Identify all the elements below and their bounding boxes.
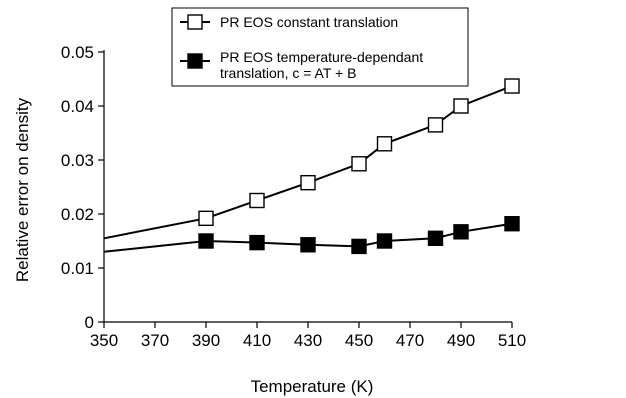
data-point-series-1	[198, 210, 214, 227]
x-tick-label: 390	[192, 331, 220, 350]
data-point-series-1	[427, 117, 444, 133]
data-point-series-2	[376, 233, 393, 249]
legend-entry-1: PR EOS constant translation	[220, 14, 398, 30]
data-point-series-2	[198, 233, 214, 249]
series-line-1	[103, 85, 513, 240]
legend: PR EOS constant translation PR EOS tempe…	[171, 7, 469, 87]
data-point-series-1	[351, 156, 367, 172]
y-tick-label: 0	[85, 313, 94, 332]
data-point-series-1	[300, 174, 316, 191]
data-point-series-2	[351, 238, 367, 255]
x-tick-label: 370	[141, 331, 169, 350]
y-axis-title: Relative error on density	[13, 97, 32, 282]
data-point-series-2	[453, 224, 469, 240]
x-ticks: 350 370 390 410 430 450 470 490 510	[90, 322, 526, 350]
y-tick-label: 0.05	[61, 43, 94, 62]
data-point-series-1	[504, 78, 520, 94]
legend-entry-2-line-1: PR EOS temperature-dependant	[220, 49, 423, 65]
x-tick-label: 450	[345, 331, 373, 350]
legend-marker-2	[187, 53, 203, 69]
x-tick-label: 430	[294, 331, 322, 350]
data-point-series-2	[300, 237, 316, 253]
y-tick-label: 0.02	[61, 205, 94, 224]
x-axis-title: Temperature (K)	[251, 377, 374, 396]
y-tick-label: 0.03	[61, 151, 94, 170]
data-point-series-2	[504, 216, 520, 232]
x-tick-label: 470	[396, 331, 424, 350]
data-point-series-2	[249, 234, 265, 251]
series-layer	[103, 78, 520, 255]
x-tick-label: 410	[243, 331, 271, 350]
data-point-series-1	[249, 192, 265, 209]
x-tick-label: 350	[90, 331, 118, 350]
x-tick-label: 510	[498, 331, 526, 350]
legend-marker-1	[187, 14, 203, 30]
y-tick-label: 0.01	[61, 259, 94, 278]
data-point-series-1	[376, 136, 393, 152]
y-tick-label: 0.04	[61, 97, 94, 116]
legend-entry-2-line-2: translation, c = AT + B	[220, 65, 356, 81]
data-point-series-1	[453, 98, 469, 114]
x-tick-label: 490	[447, 331, 475, 350]
legend-box	[171, 7, 469, 87]
data-point-series-2	[427, 230, 444, 247]
y-ticks: 0 0.01 0.02 0.03 0.04 0.05	[61, 43, 104, 332]
